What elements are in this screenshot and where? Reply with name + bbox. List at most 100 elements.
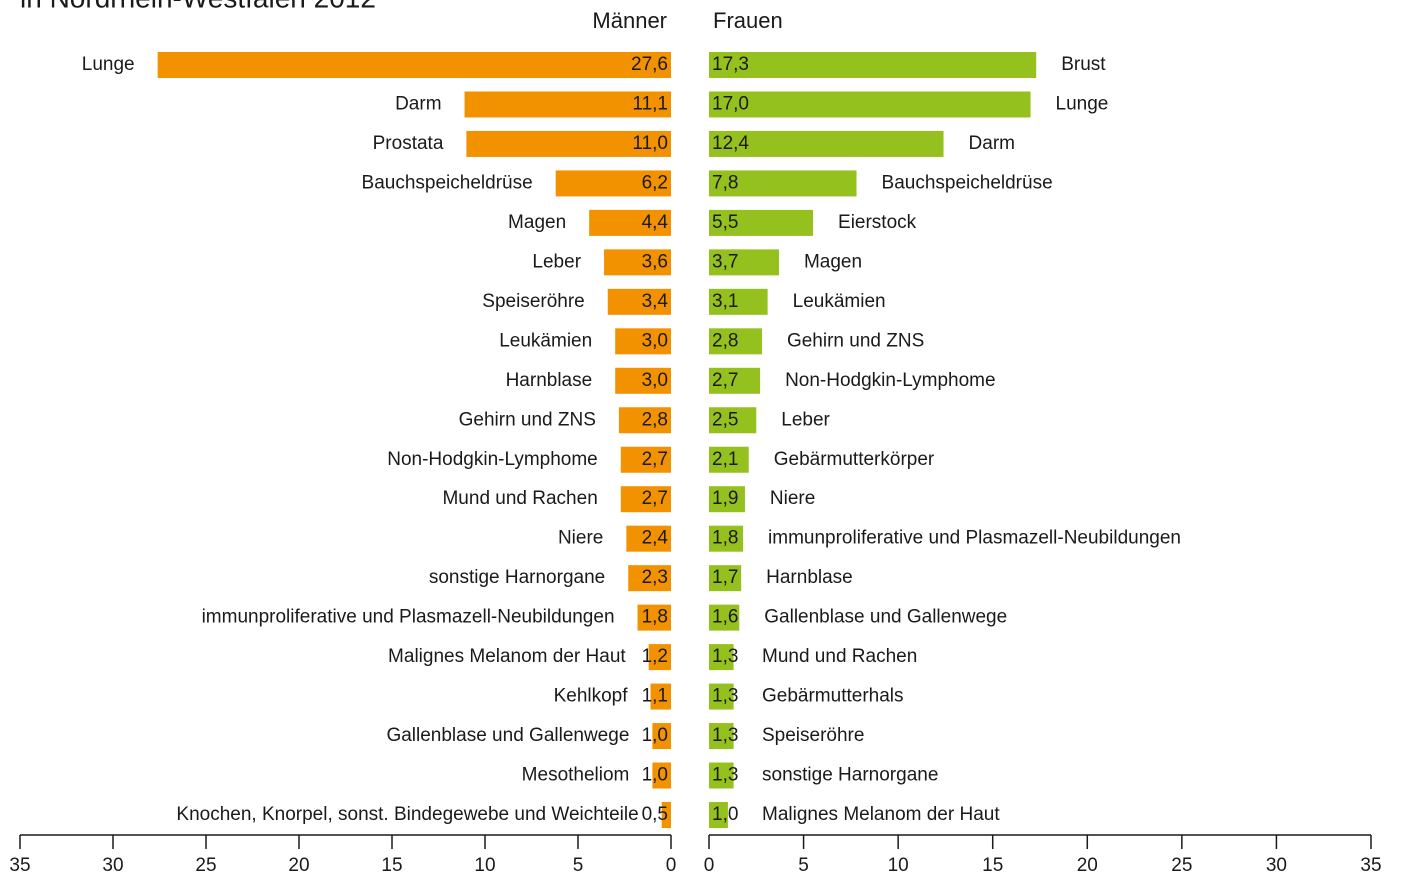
bar [709,170,857,197]
category-label: Eierstock [838,212,917,233]
x-tick-label: 15 [982,855,1003,876]
bar [628,565,671,592]
value-label: 1,8 [642,607,668,628]
value-label: 3,6 [642,251,668,272]
bar [709,723,734,750]
x-tick-label: 10 [474,855,495,876]
value-label: 3,4 [642,291,669,312]
category-label: immunproliferative und Plasmazell-Neubil… [768,528,1181,549]
value-label: 1,9 [712,488,738,509]
bar [709,446,749,473]
value-label: 3,0 [642,370,668,391]
value-label: 2,7 [712,370,738,391]
category-label: Leukämien [793,291,886,312]
page-title: in Nordrhein-Westfalen 2012 [20,0,376,13]
category-label: Malignes Melanom der Haut [762,804,1000,825]
category-label: Niere [558,528,603,549]
bar [709,367,761,394]
value-label: 2,8 [642,409,668,430]
category-label: sonstige Harnorgane [429,567,605,588]
bar [709,407,757,434]
category-label: Prostata [373,133,444,154]
bar [709,802,728,828]
value-label: 2,7 [642,449,668,470]
bar [607,288,671,315]
category-label: Brust [1061,54,1106,75]
value-label: 1,3 [712,725,738,746]
category-label: Harnblase [766,567,853,588]
category-label: Bauchspeicheldrüse [882,172,1053,193]
category-label: Gebärmutterhals [762,686,904,707]
value-label: 6,2 [642,172,668,193]
category-label: Knochen, Knorpel, sonst. Bindegewebe und… [176,804,638,825]
bar [709,565,742,592]
category-label: Leber [532,251,581,272]
category-label: Gehirn und ZNS [787,330,924,351]
x-tick-label: 10 [888,855,909,876]
bar [661,802,671,828]
x-tick-label: 15 [381,855,402,876]
bar [709,604,740,631]
bar [615,328,671,355]
x-tick-label: 25 [1171,855,1192,876]
panel-title: Frauen [713,8,783,33]
bar [650,683,671,710]
category-label: Mund und Rachen [762,646,917,667]
value-label: 2,4 [642,528,669,549]
category-label: Kehlkopf [554,686,629,707]
category-label: Bauchspeicheldrüse [362,172,533,193]
bar [709,328,762,355]
category-label: Gallenblase und Gallenwege [386,725,629,746]
category-label: Magen [508,212,566,233]
x-tick-label: 5 [798,855,809,876]
value-label: 5,5 [712,212,738,233]
value-label: 1,3 [712,765,738,786]
bar [652,762,671,789]
category-label: Darm [395,93,441,114]
value-label: 2,8 [712,330,738,351]
bar [626,525,671,552]
category-label: Non-Hodgkin-Lymphome [785,370,996,391]
bar [709,91,1031,118]
bar [709,525,744,552]
value-label: 2,1 [712,449,738,470]
value-label: 1,3 [712,646,738,667]
bar [652,723,671,750]
value-label: 3,7 [712,251,738,272]
bar [589,209,671,236]
value-label: 2,3 [642,567,668,588]
value-label: 1,3 [712,686,738,707]
bar [709,130,944,157]
bar [620,486,671,513]
bar [648,644,671,671]
value-label: 1,1 [642,686,668,707]
value-label: 1,7 [712,567,738,588]
value-label: 2,5 [712,409,738,430]
category-label: sonstige Harnorgane [762,765,938,786]
value-label: 1,8 [712,528,738,549]
bar [615,367,671,394]
value-label: 3,1 [712,291,738,312]
value-label: 0,5 [642,804,668,825]
category-label: Lunge [1056,93,1109,114]
value-label: 17,0 [712,93,749,114]
bar [709,288,768,315]
value-label: 4,4 [642,212,669,233]
bar [709,249,779,276]
category-label: Speiseröhre [482,291,584,312]
bar [464,91,671,118]
category-label: Harnblase [506,370,593,391]
value-label: 27,6 [631,54,668,75]
bar [157,52,671,78]
category-label: Gallenblase und Gallenwege [764,607,1007,628]
value-label: 7,8 [712,172,738,193]
value-label: 1,0 [712,804,738,825]
value-label: 1,6 [712,607,738,628]
x-tick-label: 35 [9,855,30,876]
category-label: immunproliferative und Plasmazell-Neubil… [202,607,615,628]
category-label: Leber [781,409,830,430]
category-label: Malignes Melanom der Haut [388,646,626,667]
bar [555,170,671,197]
bar [604,249,671,276]
